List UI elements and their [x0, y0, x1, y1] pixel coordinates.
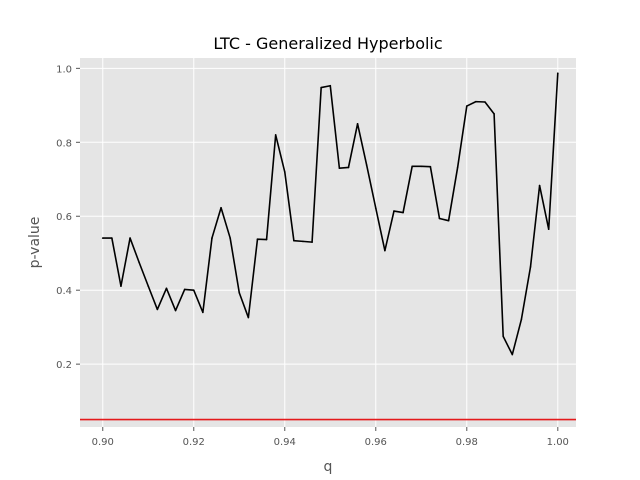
data-point [556, 72, 559, 74]
data-point [520, 318, 523, 321]
x-tick-label: 0.98 [456, 437, 478, 448]
data-point [502, 335, 504, 338]
data-point [238, 291, 241, 294]
data-point [484, 101, 486, 103]
data-point [202, 311, 204, 314]
data-point [420, 165, 423, 168]
data-point [465, 105, 468, 107]
y-axis: 0.2 0.4 0.6 0.8 1.0 [56, 64, 80, 371]
data-point [283, 171, 286, 173]
grid [80, 58, 576, 427]
y-tick-label: 0.4 [56, 286, 72, 297]
x-axis-label: q [324, 459, 333, 475]
data-point [547, 228, 550, 230]
data-point [211, 237, 213, 239]
data-point [192, 289, 195, 291]
data-point [156, 308, 159, 311]
data-point [129, 237, 131, 239]
data-point [493, 113, 495, 115]
data-point [411, 165, 413, 168]
data-point [247, 316, 250, 319]
x-tick-label: 0.96 [365, 437, 387, 448]
chart-title: LTC - Generalized Hyperbolic [213, 34, 442, 53]
data-point [320, 86, 322, 89]
data-point [265, 238, 268, 241]
data-point [229, 237, 231, 239]
series-group [101, 72, 559, 356]
data-point [256, 238, 259, 240]
data-point [311, 241, 313, 243]
plot-area [80, 58, 576, 427]
data-point [374, 207, 377, 209]
y-axis-label: p-value [27, 217, 43, 269]
data-point [538, 184, 541, 187]
data-point [475, 100, 477, 103]
data-point [101, 237, 104, 239]
data-point [274, 134, 277, 136]
data-point [384, 249, 386, 252]
data-point [438, 217, 441, 220]
data-point [338, 167, 341, 169]
data-point [429, 165, 432, 168]
x-tick-label: 1.00 [547, 437, 569, 448]
data-point [220, 206, 222, 209]
data-point [456, 166, 459, 168]
data-point [174, 309, 177, 312]
data-point [529, 266, 532, 268]
data-point [393, 210, 395, 212]
y-tick-label: 0.2 [56, 360, 72, 371]
data-point [120, 285, 122, 287]
data-point [147, 285, 150, 287]
data-point [329, 84, 332, 87]
x-tick-label: 0.90 [92, 437, 114, 448]
data-point [302, 240, 304, 243]
x-tick-label: 0.92 [183, 437, 205, 448]
data-point [447, 219, 450, 222]
data-point [511, 353, 514, 356]
y-tick-label: 1.0 [56, 64, 72, 75]
data-point [347, 166, 350, 169]
x-axis: 0.90 0.92 0.94 0.96 0.98 1.00 [92, 427, 569, 448]
data-point [293, 239, 295, 242]
data-point [356, 123, 359, 125]
data-point [165, 287, 168, 290]
data-point [138, 261, 140, 264]
data-point [183, 288, 186, 291]
data-point [402, 211, 404, 214]
x-tick-label: 0.94 [274, 437, 296, 448]
y-tick-label: 0.8 [56, 138, 72, 149]
y-tick-label: 0.6 [56, 212, 72, 223]
data-point [365, 164, 368, 167]
data-point [111, 237, 113, 239]
